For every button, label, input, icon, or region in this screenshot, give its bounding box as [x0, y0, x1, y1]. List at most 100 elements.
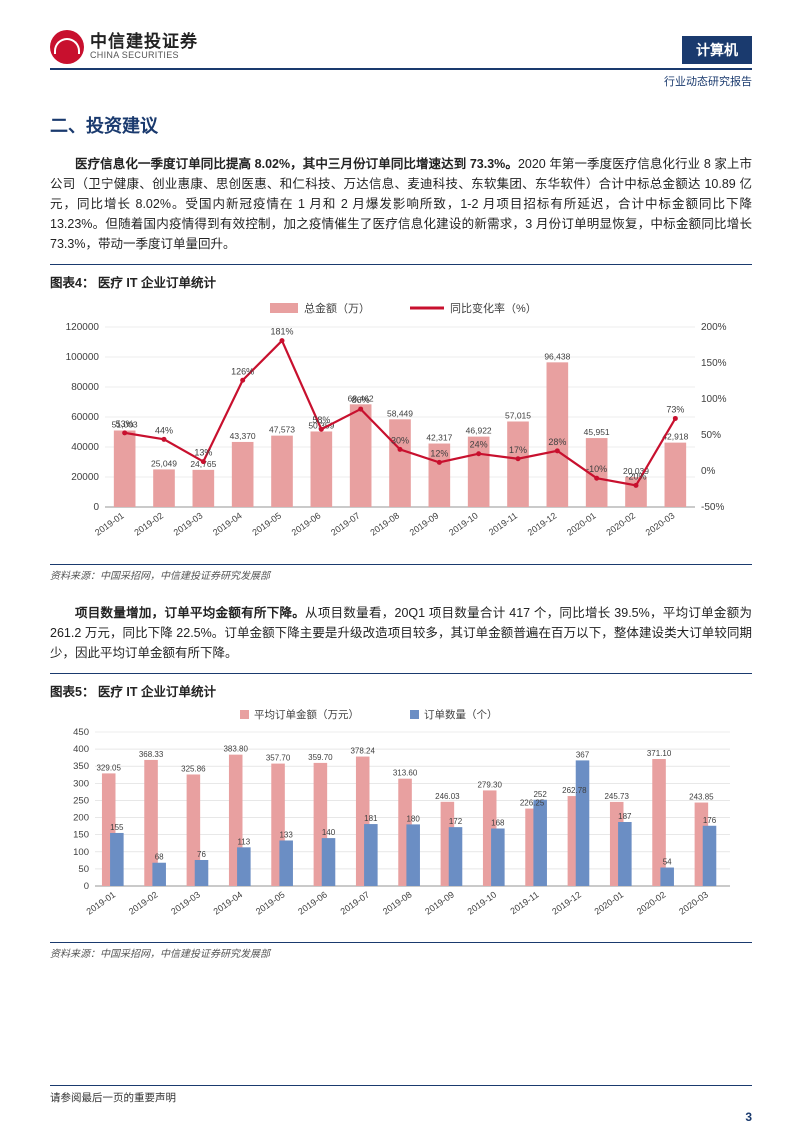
svg-text:50: 50: [78, 863, 89, 874]
svg-text:58%: 58%: [312, 416, 330, 426]
svg-text:2019-11: 2019-11: [487, 511, 519, 538]
svg-text:2019-03: 2019-03: [169, 889, 202, 916]
svg-text:350: 350: [73, 761, 89, 772]
svg-text:126%: 126%: [231, 367, 254, 377]
svg-text:73%: 73%: [666, 405, 684, 415]
svg-text:313.60: 313.60: [393, 768, 418, 777]
logo-icon: [50, 30, 84, 64]
svg-text:96,438: 96,438: [544, 352, 570, 362]
svg-text:2019-12: 2019-12: [526, 511, 559, 538]
svg-text:86%: 86%: [352, 395, 370, 405]
svg-text:2020-03: 2020-03: [677, 889, 710, 916]
svg-text:2019-05: 2019-05: [254, 889, 287, 916]
svg-text:2019-10: 2019-10: [466, 889, 499, 916]
svg-text:181: 181: [364, 814, 378, 823]
svg-text:181%: 181%: [270, 327, 293, 337]
svg-text:180: 180: [406, 814, 420, 823]
logo: 中信建投证券 CHINA SECURITIES: [50, 30, 198, 64]
svg-text:200%: 200%: [701, 322, 727, 333]
svg-text:平均订单金额（万元）: 平均订单金额（万元）: [254, 708, 359, 721]
svg-text:2019-07: 2019-07: [339, 889, 372, 916]
svg-text:43,370: 43,370: [230, 431, 256, 441]
svg-text:2020-02: 2020-02: [604, 511, 637, 538]
svg-text:120000: 120000: [66, 322, 100, 333]
page-number: 3: [745, 1108, 752, 1127]
svg-text:150: 150: [73, 829, 89, 840]
svg-text:2020-01: 2020-01: [593, 889, 626, 916]
svg-text:243.85: 243.85: [689, 792, 714, 801]
svg-text:2019-01: 2019-01: [85, 889, 118, 916]
svg-text:2019-11: 2019-11: [508, 889, 540, 916]
svg-text:200: 200: [73, 812, 89, 823]
svg-text:24%: 24%: [470, 440, 488, 450]
svg-text:46,922: 46,922: [466, 426, 492, 436]
fig4-chart: 总金额（万）同比变化率（%）02000040000600008000010000…: [50, 297, 752, 563]
svg-text:450: 450: [73, 727, 89, 738]
svg-text:2019-05: 2019-05: [250, 511, 283, 538]
svg-text:44%: 44%: [155, 426, 173, 436]
fig4-title: 图表4： 医疗 IT 企业订单统计: [50, 264, 752, 293]
svg-text:42,317: 42,317: [426, 433, 452, 443]
svg-text:113: 113: [237, 837, 250, 846]
svg-text:168: 168: [491, 818, 505, 827]
svg-text:176: 176: [703, 815, 717, 824]
svg-text:367: 367: [576, 750, 590, 759]
fig5-svg: 平均订单金额（万元）订单数量（个）05010015020025030035040…: [50, 706, 750, 936]
svg-text:250: 250: [73, 795, 89, 806]
svg-text:2019-08: 2019-08: [368, 511, 401, 538]
svg-text:100: 100: [73, 846, 89, 857]
svg-text:2019-04: 2019-04: [211, 511, 244, 538]
svg-text:262.78: 262.78: [562, 786, 587, 795]
svg-text:17%: 17%: [509, 445, 527, 455]
svg-text:368.33: 368.33: [139, 750, 164, 759]
svg-text:2020-03: 2020-03: [644, 511, 677, 538]
svg-text:54: 54: [663, 857, 672, 866]
svg-text:20000: 20000: [71, 472, 99, 483]
paragraph-1: 医疗信息化一季度订单同比提高 8.02%，其中三月份订单同比增速达到 73.3%…: [50, 154, 752, 254]
svg-text:2019-12: 2019-12: [550, 889, 583, 916]
header-subcategory: 行业动态研究报告: [50, 74, 752, 92]
svg-text:100%: 100%: [701, 394, 727, 405]
svg-text:329.05: 329.05: [96, 763, 121, 772]
svg-text:2019-06: 2019-06: [296, 889, 329, 916]
svg-text:150%: 150%: [701, 358, 727, 369]
fig5-chart: 平均订单金额（万元）订单数量（个）05010015020025030035040…: [50, 706, 752, 942]
svg-text:28%: 28%: [548, 437, 566, 447]
svg-text:2019-09: 2019-09: [423, 889, 456, 916]
svg-text:172: 172: [449, 817, 463, 826]
svg-text:订单数量（个）: 订单数量（个）: [424, 708, 498, 721]
paragraph-2: 项目数量增加，订单平均金额有所下降。从项目数量看，20Q1 项目数量合计 417…: [50, 603, 752, 663]
svg-text:40000: 40000: [71, 442, 99, 453]
logo-en: CHINA SECURITIES: [90, 51, 198, 61]
svg-text:30%: 30%: [391, 436, 409, 446]
svg-text:60000: 60000: [71, 412, 99, 423]
svg-text:76: 76: [197, 850, 206, 859]
svg-text:25,049: 25,049: [151, 459, 177, 469]
para2-bold: 项目数量增加，订单平均金额有所下降。: [75, 606, 305, 620]
svg-text:383.80: 383.80: [223, 744, 248, 753]
para1-rest: 2020 年第一季度医疗信息化行业 8 家上市公司（卫宁健康、创业惠康、思创医惠…: [50, 157, 752, 251]
svg-text:80000: 80000: [71, 382, 99, 393]
svg-text:2019-02: 2019-02: [132, 511, 165, 538]
svg-text:155: 155: [110, 823, 124, 832]
svg-text:0%: 0%: [701, 466, 716, 477]
svg-text:226.25: 226.25: [520, 798, 545, 807]
svg-text:12%: 12%: [430, 449, 448, 459]
para1-bold: 医疗信息化一季度订单同比提高 8.02%，其中三月份订单同比增速达到 73.3%…: [75, 157, 518, 171]
fig4-svg: 总金额（万）同比变化率（%）02000040000600008000010000…: [50, 297, 750, 557]
svg-text:2019-01: 2019-01: [93, 511, 126, 538]
svg-text:245.73: 245.73: [604, 791, 629, 800]
svg-text:50%: 50%: [701, 430, 721, 441]
svg-text:187: 187: [618, 812, 632, 821]
fig5-title: 图表5： 医疗 IT 企业订单统计: [50, 673, 752, 702]
svg-text:359.70: 359.70: [308, 752, 333, 761]
svg-text:-20%: -20%: [625, 472, 646, 482]
svg-text:2019-02: 2019-02: [127, 889, 160, 916]
svg-text:68: 68: [155, 852, 164, 861]
svg-text:400: 400: [73, 744, 89, 755]
svg-text:378.24: 378.24: [350, 746, 375, 755]
svg-text:-50%: -50%: [701, 502, 724, 513]
svg-text:总金额（万）: 总金额（万）: [304, 301, 370, 315]
svg-text:2019-09: 2019-09: [408, 511, 441, 538]
svg-text:2019-07: 2019-07: [329, 511, 362, 538]
